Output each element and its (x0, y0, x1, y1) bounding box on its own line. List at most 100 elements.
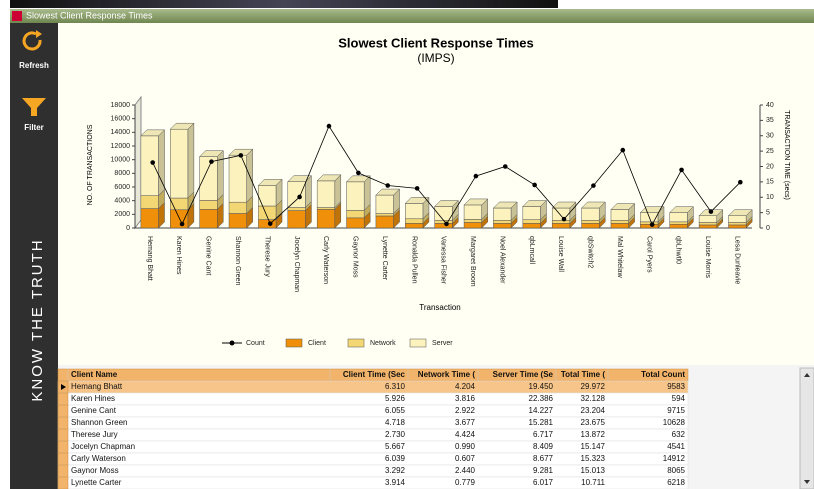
legend-swatch (286, 339, 302, 347)
filter-button[interactable]: Filter (24, 123, 44, 132)
bar-segment (728, 225, 746, 228)
bar-segment (523, 206, 541, 219)
table-cell: 10.711 (581, 478, 605, 487)
table-cell: 4541 (667, 442, 685, 451)
bar-segment (611, 223, 629, 228)
bar-segment (552, 208, 570, 220)
bar-segment (493, 220, 511, 223)
count-point (620, 148, 625, 153)
table-cell: 8.409 (533, 442, 554, 451)
bar-segment (200, 209, 218, 228)
chart-title: Slowest Client Response Times (338, 35, 534, 50)
count-point (738, 180, 743, 185)
row-selector (58, 441, 68, 453)
x-tick-label: Hemang Bhatt (146, 236, 153, 281)
column-header[interactable]: Client Name (71, 370, 118, 379)
bar-segment (229, 213, 247, 228)
table-cell: Hemang Bhatt (71, 382, 123, 391)
table-cell: 6.039 (385, 454, 406, 463)
count-point (150, 160, 155, 165)
x-tick-label: Ronalda Pullen (410, 236, 417, 284)
refresh-button[interactable]: Refresh (19, 61, 49, 70)
x-tick-label: Margaret Broom (469, 236, 476, 287)
bar-segment (200, 157, 218, 201)
bar-segment (405, 203, 423, 218)
y2-tick-label: 15 (766, 179, 774, 186)
column-header[interactable]: Server Time (Se (493, 370, 554, 379)
bar-segment (464, 222, 482, 228)
row-selector (58, 453, 68, 465)
count-point (532, 183, 537, 188)
count-point (297, 195, 302, 200)
bar-segment (582, 220, 600, 223)
bar-segment (582, 223, 600, 228)
table-cell: 23.204 (581, 406, 606, 415)
bar-segment (347, 218, 365, 228)
column-header[interactable]: Network Time ( (418, 370, 476, 379)
legend-dot (230, 341, 235, 346)
bar-side (217, 151, 223, 201)
bar-segment (376, 195, 394, 214)
table-cell: 2.440 (455, 466, 476, 475)
column-header[interactable]: Total Time ( (561, 370, 605, 379)
row-selector (58, 405, 68, 417)
table-cell: 3.914 (385, 478, 406, 487)
table-cell: 3.292 (385, 466, 406, 475)
legend-label: Server (432, 340, 453, 347)
y2-axis-label: TRANSACTION TIME (secs) (783, 110, 790, 200)
table-cell: 632 (672, 430, 686, 439)
bar-segment (640, 224, 658, 228)
bar-segment (493, 208, 511, 220)
y-axis-label: NO. OF TRANSACTIONS (87, 124, 94, 205)
bar-segment (405, 223, 423, 228)
page: {"window_title": "Slowest Client Respons… (0, 0, 814, 489)
table-cell: Shannon Green (71, 418, 128, 427)
bar-segment (611, 220, 629, 223)
count-point (385, 183, 390, 188)
table-cell: 29.972 (581, 382, 606, 391)
table-cell: 9583 (667, 382, 685, 391)
row-selector (58, 429, 68, 441)
table-cell: 0.779 (455, 478, 476, 487)
bar-segment (699, 222, 717, 224)
count-point (356, 171, 361, 176)
column-header[interactable]: Client Time (Sec (343, 370, 406, 379)
table-cell: 15.281 (529, 418, 554, 427)
count-point (650, 222, 655, 227)
chart-subtitle: (IMPS) (417, 51, 454, 65)
bar-segment (200, 200, 218, 209)
banner (10, 0, 558, 8)
bar-segment (405, 219, 423, 224)
bar-side (188, 123, 194, 198)
table-cell: 13.872 (581, 430, 606, 439)
bar-segment (640, 222, 658, 224)
y2-tick-label: 10 (766, 194, 774, 201)
bar-segment (670, 213, 688, 222)
scrollbar[interactable] (800, 368, 814, 489)
x-tick-label: Carly Waterson (322, 236, 329, 284)
y2-tick-label: 0 (766, 225, 770, 232)
y2-tick-label: 5 (766, 209, 770, 216)
row-selector (58, 417, 68, 429)
count-point (209, 159, 214, 164)
x-tick-label: Gaynor Moss (352, 236, 359, 278)
count-point (415, 186, 420, 191)
y-tick-label: 6000 (114, 184, 130, 191)
x-tick-label: Lynette Carter (381, 236, 388, 281)
table-cell: 15.147 (581, 442, 606, 451)
count-point (327, 124, 332, 129)
row-selector (58, 465, 68, 477)
bar-segment (728, 216, 746, 223)
bar-segment (376, 214, 394, 216)
table-cell: Karen Hines (71, 394, 115, 403)
table-cell: 6218 (667, 478, 685, 487)
column-header[interactable]: Total Count (641, 370, 685, 379)
bar-segment (170, 210, 188, 228)
table-cell: 5.926 (385, 394, 406, 403)
table-cell: 3.677 (455, 418, 476, 427)
table-cell: 2.730 (385, 430, 406, 439)
table-cell: 6.017 (533, 478, 554, 487)
x-tick-label: Louise Morris (704, 236, 711, 279)
table-cell: 9715 (667, 406, 685, 415)
legend-swatch (410, 339, 426, 347)
